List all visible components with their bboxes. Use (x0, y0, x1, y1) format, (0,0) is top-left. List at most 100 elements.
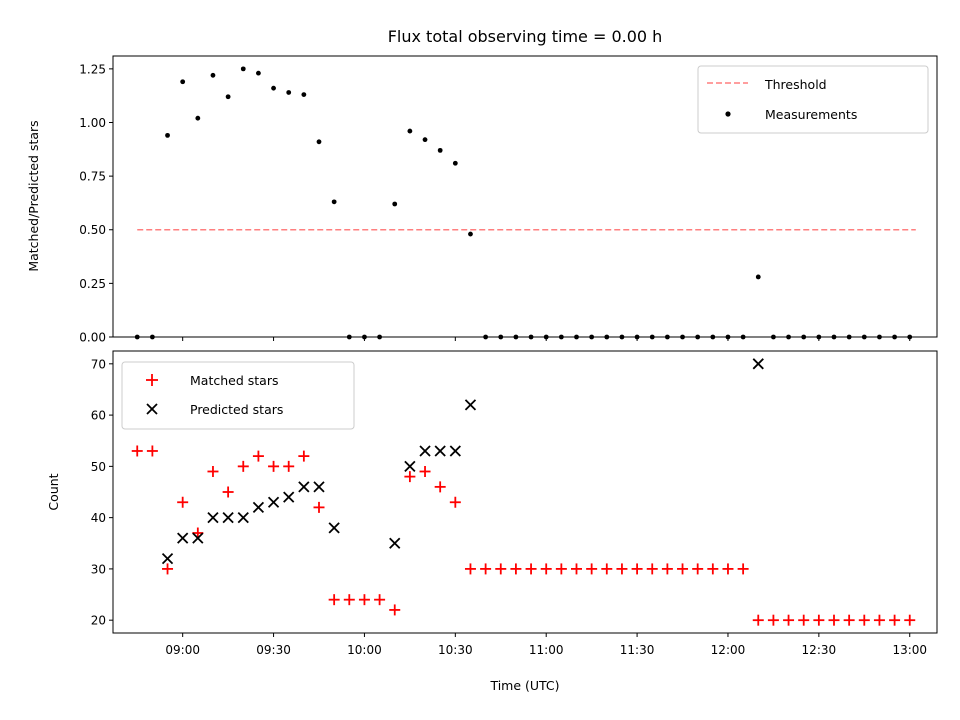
measurement-point (225, 94, 231, 100)
matched-star-point (737, 563, 749, 575)
x-tick-label: 11:30 (620, 643, 655, 657)
matched-star-point (843, 614, 855, 626)
matched-star-point (313, 501, 325, 513)
matched-star-point (252, 450, 264, 462)
matched-star-point (616, 563, 628, 575)
predicted-star-point (207, 511, 219, 524)
matched-star-point (631, 563, 643, 575)
predicted-star-point (464, 399, 477, 411)
bottom-y-tick-label: 60 (91, 409, 106, 423)
measurement-point (407, 128, 413, 134)
matched-star-point (131, 445, 143, 457)
predicted-legend-label: Predicted stars (190, 402, 283, 417)
bottom-axes-frame (112, 350, 938, 634)
predicted-star-point (177, 532, 189, 544)
matched-star-point (162, 563, 174, 575)
bottom-y-tick-label: 30 (91, 562, 106, 576)
matched-star-point (449, 496, 461, 508)
top-y-tick-label: 1.25 (79, 62, 106, 76)
bottom-panel: Count Time (UTC) 20 30 40 50 60 70 09:00 09:30 1… (46, 350, 938, 693)
predicted-legend-swatch (146, 403, 158, 415)
top-y-axis-label: Matched/Predicted stars (26, 120, 41, 271)
matched-star-point (677, 563, 689, 575)
predicted-star-point (267, 496, 280, 508)
top-legend: Threshold Measurements (697, 65, 929, 134)
top-y-tick-label: 0.50 (79, 223, 106, 237)
matched-star-point (813, 614, 825, 626)
matched-legend-swatch (146, 374, 158, 386)
matched-star-point (889, 614, 901, 626)
matched-star-point (783, 614, 795, 626)
bottom-legend-box (121, 361, 355, 430)
bottom-y-tick-label: 50 (91, 460, 106, 474)
matched-star-point (525, 563, 537, 575)
matched-star-point (343, 594, 355, 606)
predicted-star-point (313, 481, 325, 493)
matched-star-point (601, 563, 613, 575)
predicted-star-point (192, 532, 204, 544)
x-tick-label: 13:00 (892, 643, 927, 657)
top-y-tick-label: 0.25 (79, 277, 106, 291)
measurement-point (210, 72, 216, 78)
matched-star-point (146, 445, 158, 457)
measurement-point (180, 79, 186, 85)
predicted-star-point (161, 553, 174, 565)
measurement-point (422, 137, 428, 143)
bottom-y-tick-label: 70 (91, 357, 106, 371)
matched-star-point (177, 496, 189, 508)
matched-star-point (495, 563, 507, 575)
matched-star-point (828, 614, 840, 626)
x-tick-label: 12:00 (711, 643, 746, 657)
predicted-star-point (237, 511, 249, 524)
matched-star-point (298, 450, 310, 462)
top-y-tick-label: 0.75 (79, 170, 106, 184)
matched-star-point (571, 563, 582, 575)
x-tick-label: 12:30 (802, 643, 837, 657)
measurement-point (195, 115, 201, 121)
predicted-star-point (449, 445, 461, 457)
x-tick-label: 10:00 (347, 643, 382, 657)
matched-star-point (767, 614, 779, 626)
top-y-tick-label: 0.00 (79, 331, 106, 345)
predicted-star-point (389, 537, 401, 549)
matched-star-point (904, 614, 916, 626)
top-panel: Flux total observing time = 0.00 h Match… (26, 27, 938, 345)
bottom-plot-area: 20 30 40 50 60 70 09:00 09:30 10:00 10:30 11:00 11:… (91, 357, 927, 657)
matched-star-point (586, 563, 598, 575)
predicted-star-point (434, 445, 446, 457)
matched-star-point (328, 594, 340, 606)
x-tick-label: 09:00 (165, 643, 200, 657)
bottom-y-axis-label: Count (46, 473, 61, 510)
top-chart-title: Flux total observing time = 0.00 h (388, 27, 663, 46)
matched-star-point (873, 614, 885, 626)
predicted-star-point (404, 460, 416, 473)
matched-star-point (374, 594, 386, 606)
matched-star-point (268, 460, 280, 472)
matched-star-point (283, 460, 295, 472)
x-tick-label: 09:30 (256, 643, 291, 657)
measurement-point (301, 92, 307, 98)
x-tick-label: 11:00 (529, 643, 564, 657)
matched-star-point (707, 563, 719, 575)
matched-star-point (222, 486, 234, 498)
top-y-tick-label: 1.00 (79, 116, 106, 130)
measurement-point (286, 90, 292, 95)
predicted-star-point (298, 481, 310, 493)
bottom-y-tick-label: 20 (91, 614, 106, 628)
matched-star-point (419, 465, 431, 477)
measurement-point (165, 132, 170, 138)
bottom-legend: Matched stars Predicted stars (121, 361, 355, 430)
predicted-star-point (752, 358, 764, 370)
matched-star-point (858, 614, 870, 626)
matched-star-point (722, 563, 734, 575)
matched-star-point (464, 563, 476, 575)
bottom-y-tick-label: 40 (91, 511, 106, 525)
predicted-star-point (283, 491, 295, 503)
matched-star-point (389, 604, 401, 616)
measurements-legend-label: Measurements (765, 107, 857, 122)
predicted-star-point (252, 501, 265, 514)
measurements-legend-swatch (725, 111, 731, 117)
measurement-point (271, 85, 276, 91)
measurement-point (316, 139, 322, 145)
